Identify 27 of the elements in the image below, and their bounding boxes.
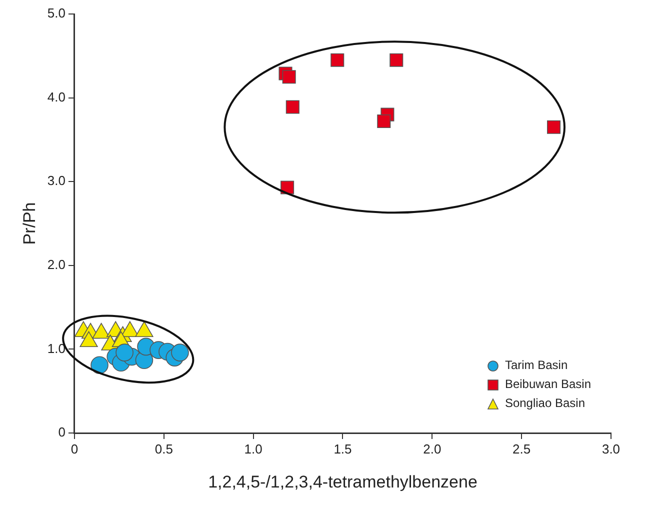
x-tick-label: 1.5: [334, 441, 352, 456]
point: [547, 120, 561, 134]
point: [286, 100, 300, 114]
y-tick-label: 4.0: [47, 89, 66, 104]
point: [90, 356, 108, 374]
y-tick-label: 3.0: [47, 173, 66, 188]
point: [116, 344, 134, 362]
y-axis-title: Pr/Ph: [20, 202, 39, 245]
point: [171, 344, 189, 362]
x-axis-title: 1,2,4,5-/1,2,3,4-tetramethylbenzene: [208, 472, 478, 492]
legend-label: Songliao Basin: [504, 396, 585, 410]
x-tick-label: 0.5: [154, 441, 173, 456]
point: [282, 70, 296, 84]
y-tick-label: 0: [58, 424, 66, 440]
point: [330, 53, 344, 67]
y-tick-label: 2.0: [47, 256, 66, 272]
x-tick-label: 0: [70, 441, 78, 456]
point: [377, 114, 391, 128]
y-tick-label: 1.0: [47, 340, 66, 356]
point: [390, 53, 404, 67]
x-tick-label: 2.5: [512, 441, 531, 456]
x-tick-label: 3.0: [602, 441, 620, 456]
legend-label: Tarim Basin: [504, 358, 568, 372]
x-tick-label: 1.0: [244, 441, 262, 456]
y-tick-label: 5.0: [47, 6, 66, 21]
legend-label: Beibuwan Basin: [504, 377, 591, 391]
x-tick-label: 2.0: [423, 441, 442, 456]
